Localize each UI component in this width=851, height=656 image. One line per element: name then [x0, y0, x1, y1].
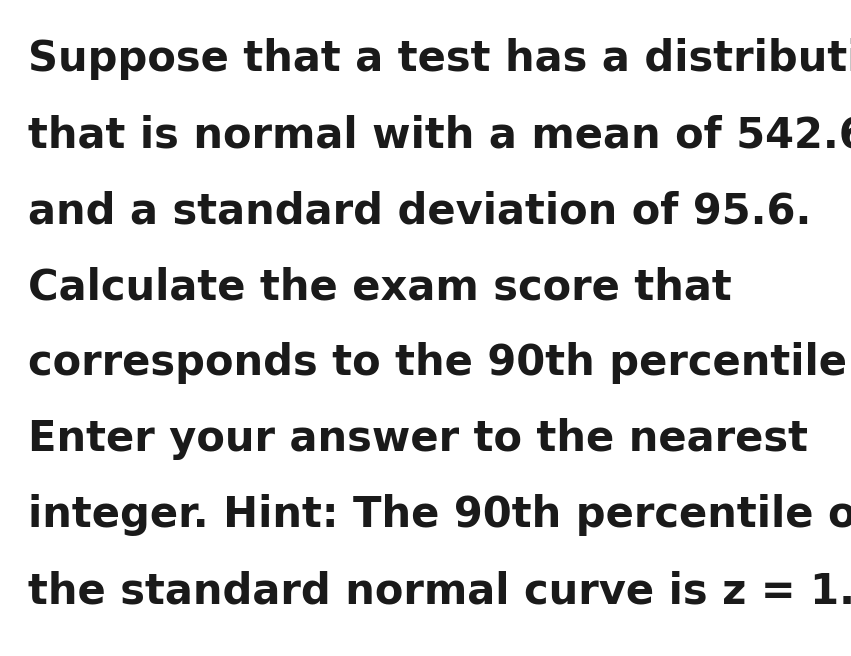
Text: Calculate the exam score that: Calculate the exam score that — [28, 266, 732, 308]
Text: Enter your answer to the nearest: Enter your answer to the nearest — [28, 418, 808, 460]
Text: integer. Hint: The 90th percentile of: integer. Hint: The 90th percentile of — [28, 494, 851, 536]
Text: and a standard deviation of 95.6.: and a standard deviation of 95.6. — [28, 190, 811, 232]
Text: that is normal with a mean of 542.6: that is normal with a mean of 542.6 — [28, 114, 851, 156]
Text: corresponds to the 90th percentile.: corresponds to the 90th percentile. — [28, 342, 851, 384]
Text: the standard normal curve is z = 1.282.: the standard normal curve is z = 1.282. — [28, 570, 851, 612]
Text: Suppose that a test has a distribution: Suppose that a test has a distribution — [28, 38, 851, 80]
